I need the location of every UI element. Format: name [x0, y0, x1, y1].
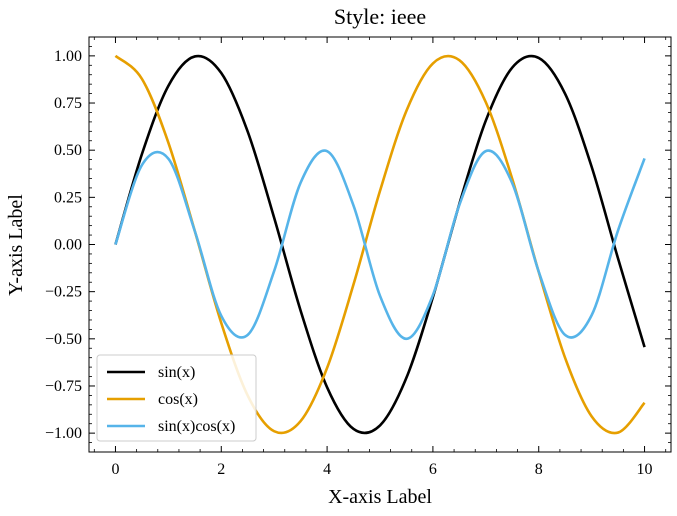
y-tick-label: −0.75 — [45, 378, 82, 395]
legend: sin(x)cos(x)sin(x)cos(x) — [96, 354, 257, 442]
legend-box — [96, 354, 257, 442]
y-tick-label: 0.25 — [54, 189, 82, 206]
series-line-sin-x-cos-x — [114, 149, 646, 341]
series-line-sin-x — [114, 54, 646, 435]
y-tick-label: 0.75 — [54, 95, 82, 112]
y-tick-label: −0.25 — [45, 284, 82, 301]
y-tick-label: −1.00 — [45, 425, 82, 442]
x-tick-label: 8 — [535, 461, 543, 478]
legend-label: sin(x)cos(x) — [158, 418, 235, 435]
x-tick-label: 2 — [217, 461, 225, 478]
x-axis-label: X-axis Label — [328, 486, 432, 508]
legend-label: cos(x) — [158, 391, 198, 408]
y-tick-label: −0.50 — [45, 331, 82, 348]
y-tick-label: 1.00 — [54, 48, 82, 65]
axis-ticks: 0 2 4 6 8 10 1.00 0.75 0.50 0.25 0.00 −0.25 −0.50 −0.… — [45, 37, 671, 478]
x-tick-label: 6 — [429, 461, 437, 478]
x-tick-label: 10 — [637, 461, 653, 478]
y-tick-label: 0.50 — [54, 142, 82, 159]
x-tick-label: 4 — [323, 461, 331, 478]
y-tick-label: 0.00 — [54, 237, 82, 254]
y-axis-label: Y-axis Label — [5, 194, 27, 296]
x-tick-label: 0 — [111, 461, 119, 478]
legend-label: sin(x) — [158, 364, 195, 381]
chart-title: Style: ieee — [334, 4, 426, 29]
series-lines — [114, 54, 646, 435]
